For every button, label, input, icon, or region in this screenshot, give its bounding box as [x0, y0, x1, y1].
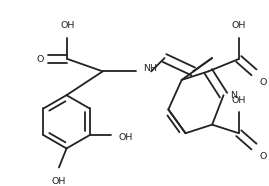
Text: OH: OH	[232, 21, 246, 31]
Text: OH: OH	[118, 133, 133, 142]
Text: OH: OH	[232, 96, 246, 105]
Text: O: O	[36, 54, 44, 63]
Text: OH: OH	[52, 177, 66, 186]
Text: O: O	[260, 78, 267, 87]
Text: O: O	[260, 152, 267, 161]
Text: OH: OH	[60, 21, 75, 31]
Text: N: N	[230, 91, 237, 100]
Text: NH: NH	[144, 64, 158, 73]
